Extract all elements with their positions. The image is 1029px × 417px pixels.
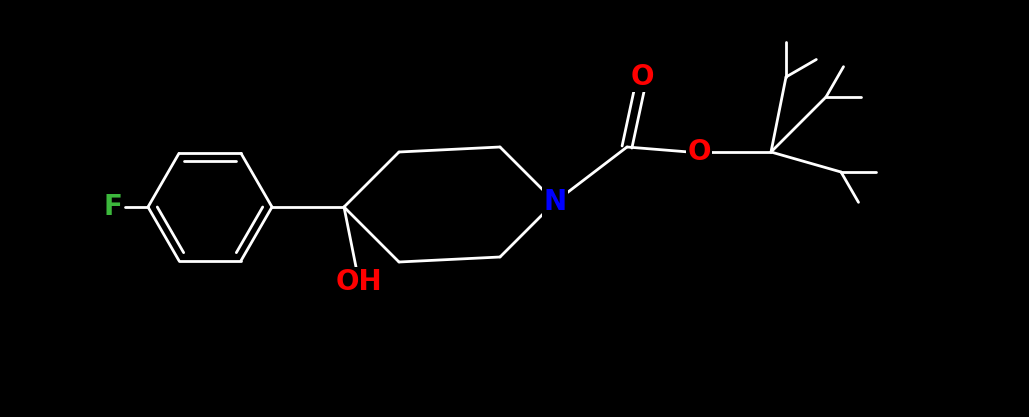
Text: F: F [104, 193, 122, 221]
Text: N: N [543, 188, 567, 216]
Text: O: O [687, 138, 711, 166]
Text: OH: OH [335, 268, 383, 296]
Text: O: O [630, 63, 653, 91]
